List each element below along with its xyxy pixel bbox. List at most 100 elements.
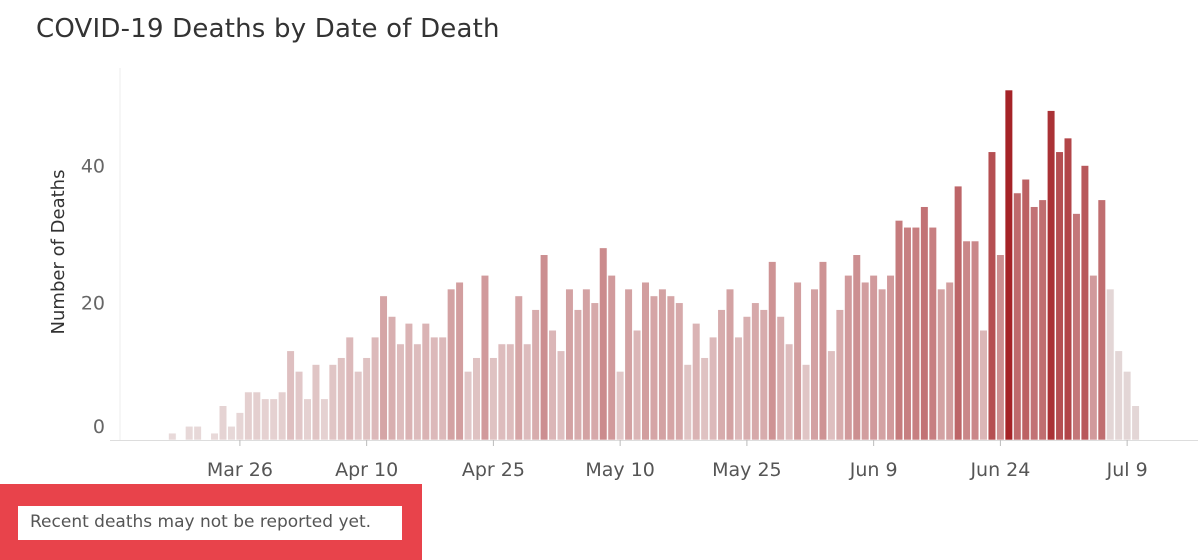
bar[interactable] (1131, 405, 1140, 441)
bar[interactable] (683, 364, 692, 441)
bar[interactable] (447, 288, 456, 441)
bar[interactable] (421, 323, 430, 441)
bar[interactable] (835, 309, 844, 441)
bar[interactable] (1047, 110, 1056, 441)
bar[interactable] (430, 336, 439, 441)
bar[interactable] (751, 302, 760, 441)
bar[interactable] (1097, 199, 1106, 441)
bar[interactable] (379, 295, 388, 441)
bar[interactable] (210, 432, 219, 441)
bar[interactable] (278, 391, 287, 441)
bar[interactable] (1004, 89, 1013, 441)
bar[interactable] (523, 343, 532, 441)
bar[interactable] (607, 274, 616, 441)
bar[interactable] (590, 302, 599, 441)
bar[interactable] (565, 288, 574, 441)
bar[interactable] (717, 309, 726, 441)
bar[interactable] (641, 281, 650, 441)
bar[interactable] (370, 336, 380, 441)
bar[interactable] (886, 274, 895, 441)
bar[interactable] (1013, 192, 1022, 441)
bar[interactable] (218, 405, 228, 441)
bar[interactable] (599, 247, 608, 441)
bar[interactable] (227, 425, 236, 441)
bar[interactable] (396, 343, 405, 441)
bar[interactable] (894, 220, 904, 441)
bar[interactable] (785, 343, 794, 441)
bar[interactable] (269, 398, 278, 441)
bar[interactable] (734, 336, 743, 441)
bar[interactable] (1123, 371, 1132, 441)
bar[interactable] (556, 350, 566, 441)
bar[interactable] (1089, 274, 1098, 441)
bar[interactable] (768, 261, 777, 441)
bar[interactable] (472, 357, 481, 441)
bar[interactable] (962, 240, 971, 441)
bar[interactable] (979, 329, 988, 441)
bar[interactable] (1106, 288, 1115, 441)
bar[interactable] (168, 432, 177, 441)
bar[interactable] (945, 281, 954, 441)
bar[interactable] (970, 240, 980, 441)
bar[interactable] (294, 371, 304, 441)
bar[interactable] (185, 425, 194, 441)
bar[interactable] (514, 295, 523, 441)
bar[interactable] (539, 254, 549, 441)
bar[interactable] (337, 357, 346, 441)
bar[interactable] (261, 398, 270, 441)
bar[interactable] (776, 316, 785, 441)
bar[interactable] (506, 343, 515, 441)
bar[interactable] (658, 288, 667, 441)
bar[interactable] (616, 371, 625, 441)
bar[interactable] (725, 288, 735, 441)
bar[interactable] (844, 274, 853, 441)
bar[interactable] (1030, 206, 1039, 441)
bar[interactable] (742, 316, 751, 441)
bar[interactable] (193, 425, 202, 441)
bar[interactable] (1063, 137, 1073, 441)
bar[interactable] (675, 302, 684, 441)
bar[interactable] (438, 336, 447, 441)
bar[interactable] (810, 288, 819, 441)
bar[interactable] (463, 371, 473, 441)
bar[interactable] (320, 398, 329, 441)
bar[interactable] (286, 350, 295, 441)
bar[interactable] (413, 343, 422, 441)
bar[interactable] (928, 226, 937, 441)
bar[interactable] (582, 288, 591, 441)
bar[interactable] (869, 274, 878, 441)
bar[interactable] (759, 309, 768, 441)
bar[interactable] (692, 323, 701, 441)
bar[interactable] (996, 254, 1005, 441)
bar[interactable] (1114, 350, 1123, 441)
bar[interactable] (1021, 178, 1030, 441)
bar[interactable] (328, 364, 337, 441)
bar[interactable] (1080, 165, 1089, 441)
bar[interactable] (235, 412, 245, 441)
bar[interactable] (1055, 151, 1064, 441)
bar[interactable] (345, 336, 354, 441)
bar[interactable] (244, 391, 253, 441)
bar[interactable] (497, 343, 506, 441)
bar[interactable] (877, 288, 887, 441)
bar[interactable] (903, 226, 912, 441)
bar[interactable] (937, 288, 946, 441)
bar[interactable] (531, 309, 540, 441)
bar[interactable] (354, 371, 363, 441)
bar[interactable] (911, 226, 920, 441)
bar[interactable] (920, 206, 929, 441)
bar[interactable] (708, 336, 718, 441)
bar[interactable] (548, 329, 557, 441)
bar[interactable] (861, 281, 870, 441)
bar[interactable] (362, 357, 371, 441)
bar[interactable] (404, 323, 414, 441)
bar[interactable] (303, 398, 312, 441)
bar[interactable] (573, 309, 582, 441)
bar[interactable] (480, 274, 490, 441)
bar[interactable] (954, 185, 963, 441)
bar[interactable] (632, 329, 642, 441)
bar[interactable] (252, 391, 261, 441)
bar[interactable] (827, 350, 836, 441)
bar[interactable] (1038, 199, 1047, 441)
bar[interactable] (700, 357, 709, 441)
